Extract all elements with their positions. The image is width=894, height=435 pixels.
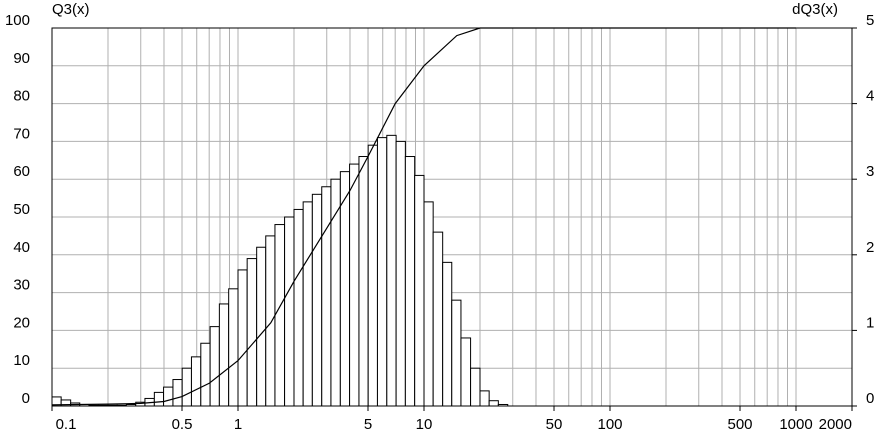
bar <box>293 208 304 407</box>
bar <box>218 303 230 407</box>
bar <box>349 163 360 407</box>
bar <box>358 156 369 407</box>
x-tick-label: 1000 <box>779 416 812 433</box>
y-tick-label: 100 <box>5 12 30 29</box>
bar <box>209 326 220 407</box>
x-tick-label: 1 <box>234 416 242 433</box>
bar <box>460 337 472 407</box>
bar <box>451 299 462 407</box>
y2-tick-label: 1 <box>866 314 874 331</box>
y-tick-label: 10 <box>13 352 30 369</box>
bar <box>237 269 248 407</box>
bar <box>181 367 192 407</box>
plot-frame <box>51 27 853 407</box>
bar <box>311 193 323 407</box>
bar <box>479 390 490 407</box>
bar <box>265 235 276 407</box>
y-tick-label: 40 <box>13 239 30 256</box>
y2-axis-label: dQ3(x) <box>792 1 838 18</box>
bar <box>414 174 425 407</box>
y2-tick-label: 5 <box>866 12 874 29</box>
bar <box>246 258 258 407</box>
x-tick-label: 500 <box>728 416 753 433</box>
bar <box>190 356 202 407</box>
bar <box>488 400 499 407</box>
y-tick-label: 70 <box>13 125 30 142</box>
bar <box>423 201 434 407</box>
bar <box>163 386 174 407</box>
bar <box>404 156 416 407</box>
bar <box>376 137 388 407</box>
bar <box>470 367 481 407</box>
y-tick-label: 0 <box>22 390 30 407</box>
x-tick-label: 0.1 <box>56 416 77 433</box>
y-tick-label: 30 <box>13 277 30 294</box>
y2-tick-label: 0 <box>866 390 874 407</box>
x-tick-label: 100 <box>597 416 622 433</box>
y2-tick-label: 3 <box>866 163 874 180</box>
y-tick-label: 80 <box>13 88 30 105</box>
bar <box>302 201 313 407</box>
y-tick-label: 50 <box>13 201 30 218</box>
bar <box>200 342 211 407</box>
y2-tick-label: 4 <box>866 88 874 105</box>
x-tick-label: 5 <box>364 416 372 433</box>
bar <box>432 231 444 407</box>
y2-tick-label: 2 <box>866 239 874 256</box>
y-tick-label: 60 <box>13 163 30 180</box>
bar <box>339 171 351 407</box>
x-tick-label: 10 <box>416 416 433 433</box>
bar <box>153 391 165 407</box>
y-tick-label: 90 <box>13 50 30 67</box>
bar <box>172 379 183 407</box>
bar <box>274 224 286 407</box>
bar <box>367 144 378 407</box>
y-tick-label: 20 <box>13 314 30 331</box>
bar <box>228 288 239 407</box>
bar <box>284 216 295 407</box>
bar <box>442 261 453 407</box>
bar <box>256 246 267 407</box>
y-axis-label: Q3(x) <box>52 1 90 18</box>
x-tick-label: 2000 <box>819 416 852 433</box>
bar <box>321 186 332 407</box>
cumulative-line <box>51 27 796 406</box>
x-tick-label: 0.5 <box>172 416 193 433</box>
x-tick-label: 50 <box>546 416 563 433</box>
bar <box>395 140 406 407</box>
bar <box>386 134 397 407</box>
